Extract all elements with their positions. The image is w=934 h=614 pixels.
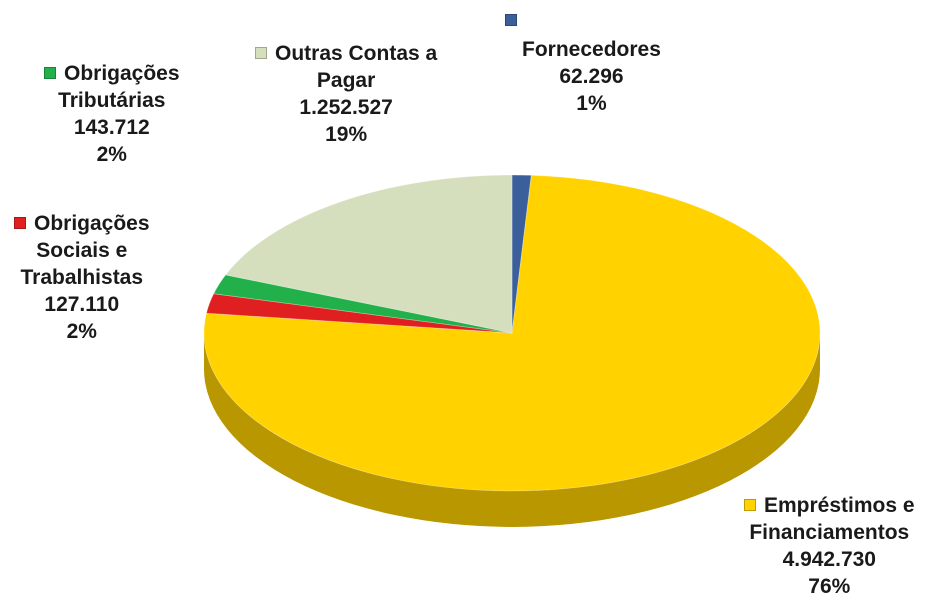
pie-slice-3 [213,274,513,334]
label-emprestimos-name-1: Empréstimos e [744,492,915,519]
marker-obrigacoes-tributarias [44,67,56,79]
label-emprestimos-percent: 76% [808,575,851,598]
label-obrigacoes-sociais-name-1: Obrigações [14,210,150,237]
label-outras-contas-percent: 19% [325,123,368,146]
label-obrigacoes-sociais-name-2: Sociais e [36,239,128,262]
label-obrigacoes-sociais-value: 127.110 [44,293,120,316]
label-emprestimos-name-2: Financiamentos [749,521,910,544]
label-fornecedores-name: Fornecedores [522,38,661,61]
label-outras-contas-name-2: Pagar [316,69,376,92]
label-fornecedores: Fornecedores 62.296 1% [522,36,661,117]
label-obrigacoes-tributarias-percent: 2% [96,143,127,166]
label-emprestimos: Empréstimos e Financiamentos 4.942.730 7… [744,492,915,600]
pie-slice-2 [205,293,513,334]
label-fornecedores-value: 62.296 [559,65,624,88]
label-obrigacoes-tributarias-name-1: Obrigações [44,60,180,87]
marker-fornecedores [505,14,517,26]
label-outras-contas-name-1: Outras Contas a [255,40,437,67]
label-obrigacoes-tributarias-value: 143.712 [73,116,150,139]
marker-outras-contas [255,47,267,59]
pie-top [203,174,821,492]
label-obrigacoes-sociais-percent: 2% [66,320,97,343]
label-outras-contas-value: 1.252.527 [299,96,393,119]
pie-side-1 [204,333,820,527]
pie-slice-4 [224,174,513,334]
label-obrigacoes-sociais: Obrigações Sociais e Trabalhistas 127.11… [14,210,150,345]
label-obrigacoes-tributarias-name-2: Tributárias [58,89,166,112]
label-fornecedores-percent: 1% [576,92,607,115]
label-emprestimos-value: 4.942.730 [782,548,876,571]
pie-side [204,333,820,527]
label-obrigacoes-sociais-name-3: Trabalhistas [20,266,144,289]
pie-slice-0 [511,174,532,334]
marker-obrigacoes-sociais [14,217,26,229]
pie-slice-1 [203,174,821,492]
marker-emprestimos [744,499,756,511]
label-outras-contas: Outras Contas a Pagar 1.252.527 19% [255,40,437,148]
label-obrigacoes-tributarias: Obrigações Tributárias 143.712 2% [44,60,180,168]
